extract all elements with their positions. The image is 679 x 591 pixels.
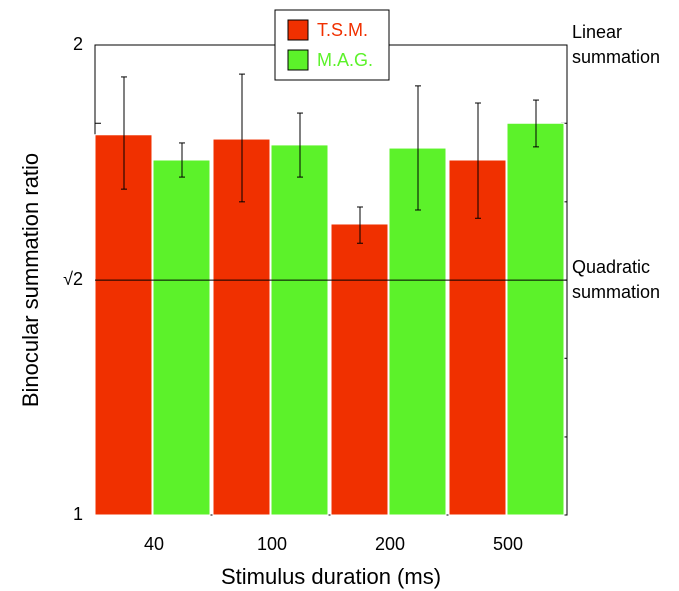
y-tick-label: √2 (63, 269, 83, 289)
bar (506, 122, 565, 516)
y-axis-label: Binocular summation ratio (18, 153, 43, 407)
x-tick-label: 40 (144, 534, 164, 554)
reference-note: summation (572, 47, 660, 67)
y-tick-label: 1 (73, 504, 83, 524)
reference-note: Linear (572, 22, 622, 42)
reference-note: Quadratic (572, 257, 650, 277)
x-tick-label: 500 (493, 534, 523, 554)
bar (330, 223, 389, 516)
x-tick-label: 100 (257, 534, 287, 554)
bar (448, 159, 507, 516)
legend-label: T.S.M. (317, 20, 368, 40)
bar (94, 134, 153, 516)
legend-label: M.A.G. (317, 50, 373, 70)
reference-note: summation (572, 282, 660, 302)
x-tick-label: 200 (375, 534, 405, 554)
bar (152, 159, 211, 516)
bar (270, 144, 329, 516)
legend-swatch (287, 19, 309, 41)
y-tick-label: 2 (73, 34, 83, 54)
legend-swatch (287, 49, 309, 71)
x-axis-label: Stimulus duration (ms) (221, 564, 441, 589)
